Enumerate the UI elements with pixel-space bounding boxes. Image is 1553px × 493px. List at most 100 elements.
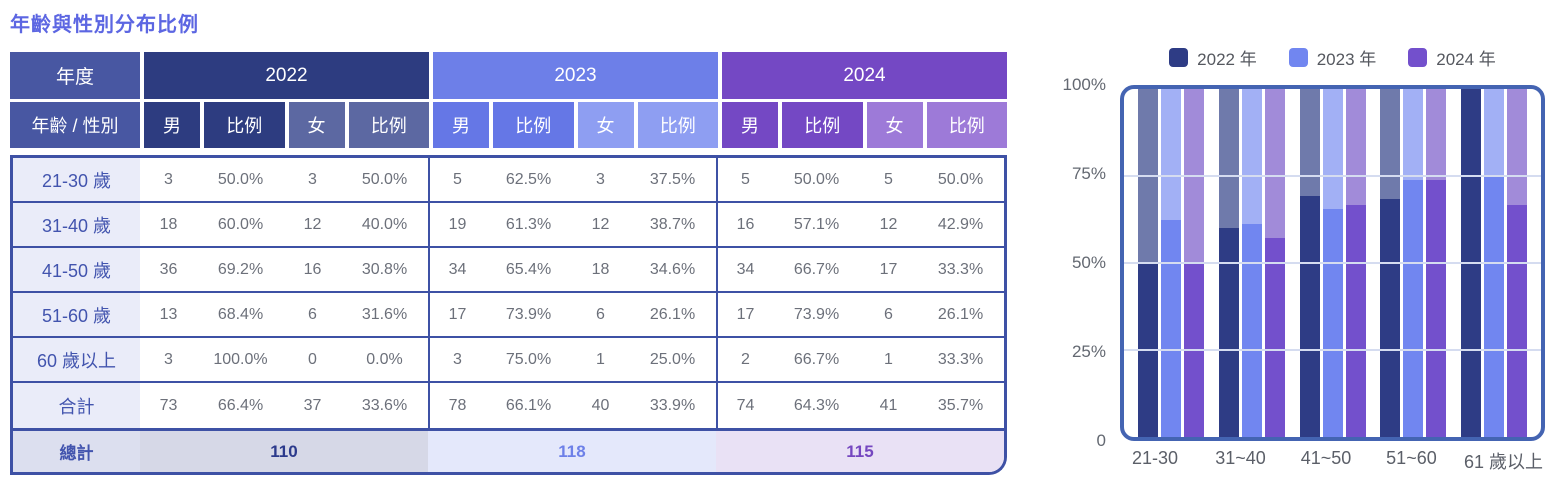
bar-segment-female — [1241, 89, 1262, 224]
table-cell: 37 — [303, 396, 322, 414]
table-row: 合計 73 66.4% 37 33.6% 78 66.1% 40 33.9% 74 64.3% 41 3… — [13, 383, 1004, 428]
table-cell: 50.0% — [217, 170, 264, 188]
plot-area — [1120, 85, 1545, 441]
bar-segment-male — [1507, 204, 1527, 437]
table-cell: 74 — [716, 383, 773, 428]
row-label: 60 歲以上 — [13, 338, 140, 381]
table-cell: 34.6% — [649, 260, 696, 278]
table-cell: 19 — [428, 203, 485, 246]
row-label: 21-30 歲 — [13, 158, 140, 201]
table-cell: 57.1% — [793, 215, 840, 233]
bar-segment-female — [1161, 89, 1181, 220]
table-cell: 66.1% — [505, 396, 552, 414]
table-cell: 66.4% — [217, 396, 264, 414]
bar-segment-male — [1484, 176, 1504, 437]
table-cell: 73 — [159, 396, 178, 414]
legend-item[interactable]: 2022 年 — [1169, 45, 1257, 69]
bar-segment-male — [1241, 223, 1262, 437]
subheader-male-cell: 男 — [144, 102, 200, 148]
table-cell: 1 — [884, 350, 893, 368]
stacked-bar[interactable] — [1426, 89, 1447, 437]
x-axis-label: 51~60 — [1386, 448, 1437, 468]
stacked-bar[interactable] — [1380, 89, 1401, 437]
grand-total-2022: 110 — [140, 431, 428, 472]
table-cell: 5 — [884, 170, 893, 188]
table-cell: 33.3% — [937, 260, 984, 278]
stacked-bar[interactable] — [1241, 89, 1262, 437]
y-axis-tick: 100% — [1062, 75, 1106, 94]
table-cell: 13 — [159, 305, 178, 323]
subheader-2024: 男比例女比例 — [722, 102, 1007, 148]
table-cell: 37.5% — [649, 170, 696, 188]
chart-legend: 2022 年 2023 年 2024 年 — [1120, 45, 1545, 69]
legend-item[interactable]: 2024 年 — [1408, 45, 1496, 69]
subheader-female-ratio-cell: 比例 — [926, 102, 1007, 148]
legend-item[interactable]: 2023 年 — [1288, 45, 1376, 69]
table-section: 年齡與性別分布比例 年度 2022 2023 2024 年齡 / 性別 男比例女… — [10, 8, 1007, 475]
grand-total-2024: 115 — [716, 431, 1004, 472]
table-cell: 35.7% — [937, 396, 984, 414]
table-cell: 50.0% — [937, 170, 984, 188]
subheader-female-ratio-cell: 比例 — [637, 102, 718, 148]
year-2022-header: 2022 — [144, 52, 429, 99]
table-row: 31-40 歲 18 60.0% 12 40.0% 19 61.3% 12 38.7% 16 57.… — [13, 203, 1004, 248]
table-cell: 3 — [164, 350, 173, 368]
x-axis: 21-30 31~40 41~50 51~60 61 歲以上 — [1120, 448, 1545, 474]
table-cell: 30.8% — [361, 260, 408, 278]
table-cell: 26.1% — [649, 305, 696, 323]
bar-segment-female — [1380, 89, 1401, 199]
table-cell: 18 — [159, 215, 178, 233]
stacked-bar[interactable] — [1322, 89, 1343, 437]
table-cell: 5 — [716, 158, 773, 201]
bar-segment-male — [1264, 238, 1285, 437]
y-axis-tick: 25% — [1071, 342, 1106, 361]
grand-total-row: 總計 110 118 115 — [10, 431, 1007, 475]
stacked-bar[interactable] — [1484, 89, 1504, 437]
bar-segment-male — [1218, 228, 1239, 437]
table-cell: 65.4% — [505, 260, 552, 278]
stacked-bar[interactable] — [1264, 89, 1285, 437]
table-cell: 40.0% — [361, 215, 408, 233]
table-cell: 17 — [879, 260, 898, 278]
table-cell: 33.3% — [937, 350, 984, 368]
table-cell: 73.9% — [505, 305, 552, 323]
bar-segment-male — [1426, 179, 1447, 437]
bar-segment-male — [1322, 209, 1343, 437]
table-cell: 6 — [884, 305, 893, 323]
bar-segment-female — [1345, 89, 1366, 205]
table-cell: 38.7% — [649, 215, 696, 233]
table-cell: 62.5% — [505, 170, 552, 188]
page-title: 年齡與性別分布比例 — [10, 14, 199, 36]
stacked-bar[interactable] — [1161, 89, 1181, 437]
table-cell: 16 — [303, 260, 322, 278]
table-cell: 36 — [159, 260, 178, 278]
table-cell: 6 — [308, 305, 317, 323]
bar-segment-female — [1264, 89, 1285, 239]
table-cell: 0.0% — [366, 350, 403, 368]
legend-swatch — [1169, 47, 1189, 67]
x-axis-label: 21-30 — [1131, 448, 1179, 468]
table-cell: 34 — [428, 248, 485, 291]
y-axis-tick: 50% — [1071, 253, 1106, 272]
stacked-bar[interactable] — [1218, 89, 1239, 437]
x-axis-label: 61 歲以上 — [1463, 452, 1543, 472]
table-cell: 33.9% — [649, 396, 696, 414]
table-cell: 12 — [879, 215, 898, 233]
table-cell: 3 — [428, 338, 485, 381]
subheader-male-ratio-cell: 比例 — [782, 102, 863, 148]
legend-swatch — [1288, 47, 1308, 67]
year-2023-header: 2023 — [433, 52, 718, 99]
legend-swatch — [1408, 47, 1428, 67]
bar-segment-female — [1322, 89, 1343, 210]
subheader-female-ratio-cell: 比例 — [348, 102, 429, 148]
bar-group — [1380, 89, 1447, 437]
table-cell: 16 — [716, 203, 773, 246]
bar-segment-male — [1380, 198, 1401, 437]
table-row: 41-50 歲 36 69.2% 16 30.8% 34 65.4% 18 34.6% 34 66.… — [13, 248, 1004, 293]
stacked-bar[interactable] — [1299, 89, 1320, 437]
grand-total-label: 總計 — [13, 431, 140, 472]
table-body: 21-30 歲 3 50.0% 3 50.0% 5 62.5% 3 37.5% 5 50.0% 5 50… — [10, 155, 1007, 431]
stacked-bar[interactable] — [1403, 89, 1424, 437]
table-cell: 17 — [716, 293, 773, 336]
table-cell: 0 — [308, 350, 317, 368]
